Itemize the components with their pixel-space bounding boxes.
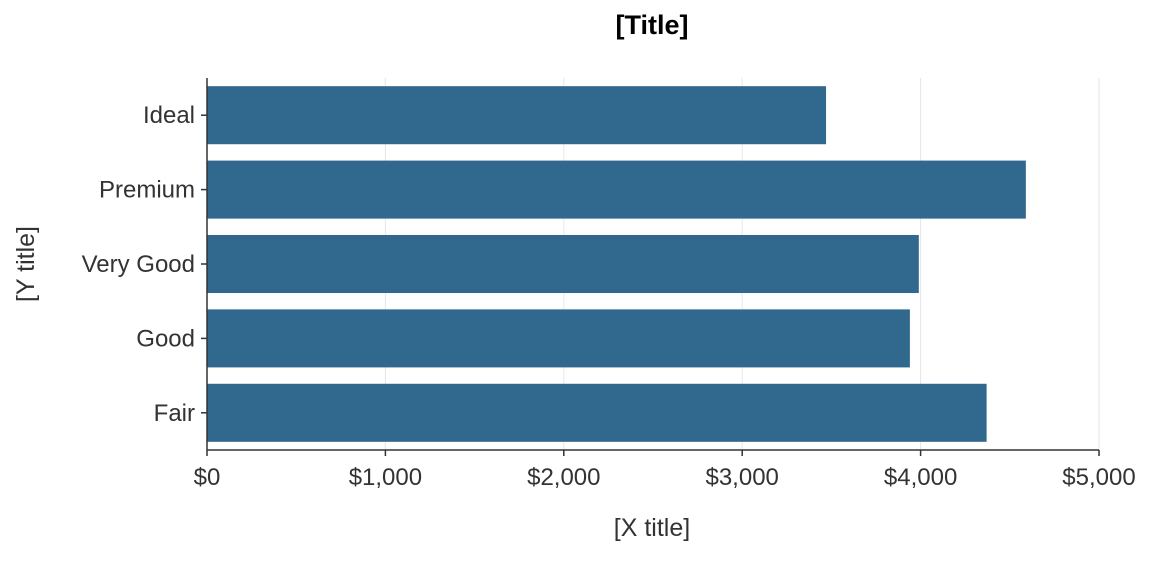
y-ticks: Ideal Premium Very Good Good Fair	[82, 102, 207, 427]
x-tick-label: $4,000	[884, 464, 957, 491]
bars	[207, 86, 1026, 442]
x-ticks: $0 $1,000 $2,000 $3,000 $4,000 $5,000	[194, 450, 1136, 491]
x-tick-label: $2,000	[527, 464, 600, 491]
y-tick-label: Fair	[154, 400, 195, 427]
bar-very-good	[207, 234, 919, 294]
bar-ideal	[207, 86, 827, 145]
y-tick-label: Very Good	[82, 251, 195, 278]
bar-premium	[207, 160, 1026, 219]
x-axis-title: [X title]	[614, 514, 690, 542]
chart-title: [Title]	[616, 10, 689, 40]
x-tick-label: $5,000	[1062, 464, 1135, 491]
bar-good	[207, 309, 910, 368]
x-tick-label: $1,000	[349, 464, 422, 491]
x-tick-label: $3,000	[705, 464, 778, 491]
y-tick-label: Premium	[99, 177, 195, 204]
x-tick-label: $0	[194, 464, 221, 491]
y-tick-label: Good	[136, 325, 195, 352]
y-tick-label: Ideal	[143, 102, 195, 129]
bar-fair	[207, 383, 987, 442]
y-axis-title: [Y title]	[12, 226, 40, 302]
